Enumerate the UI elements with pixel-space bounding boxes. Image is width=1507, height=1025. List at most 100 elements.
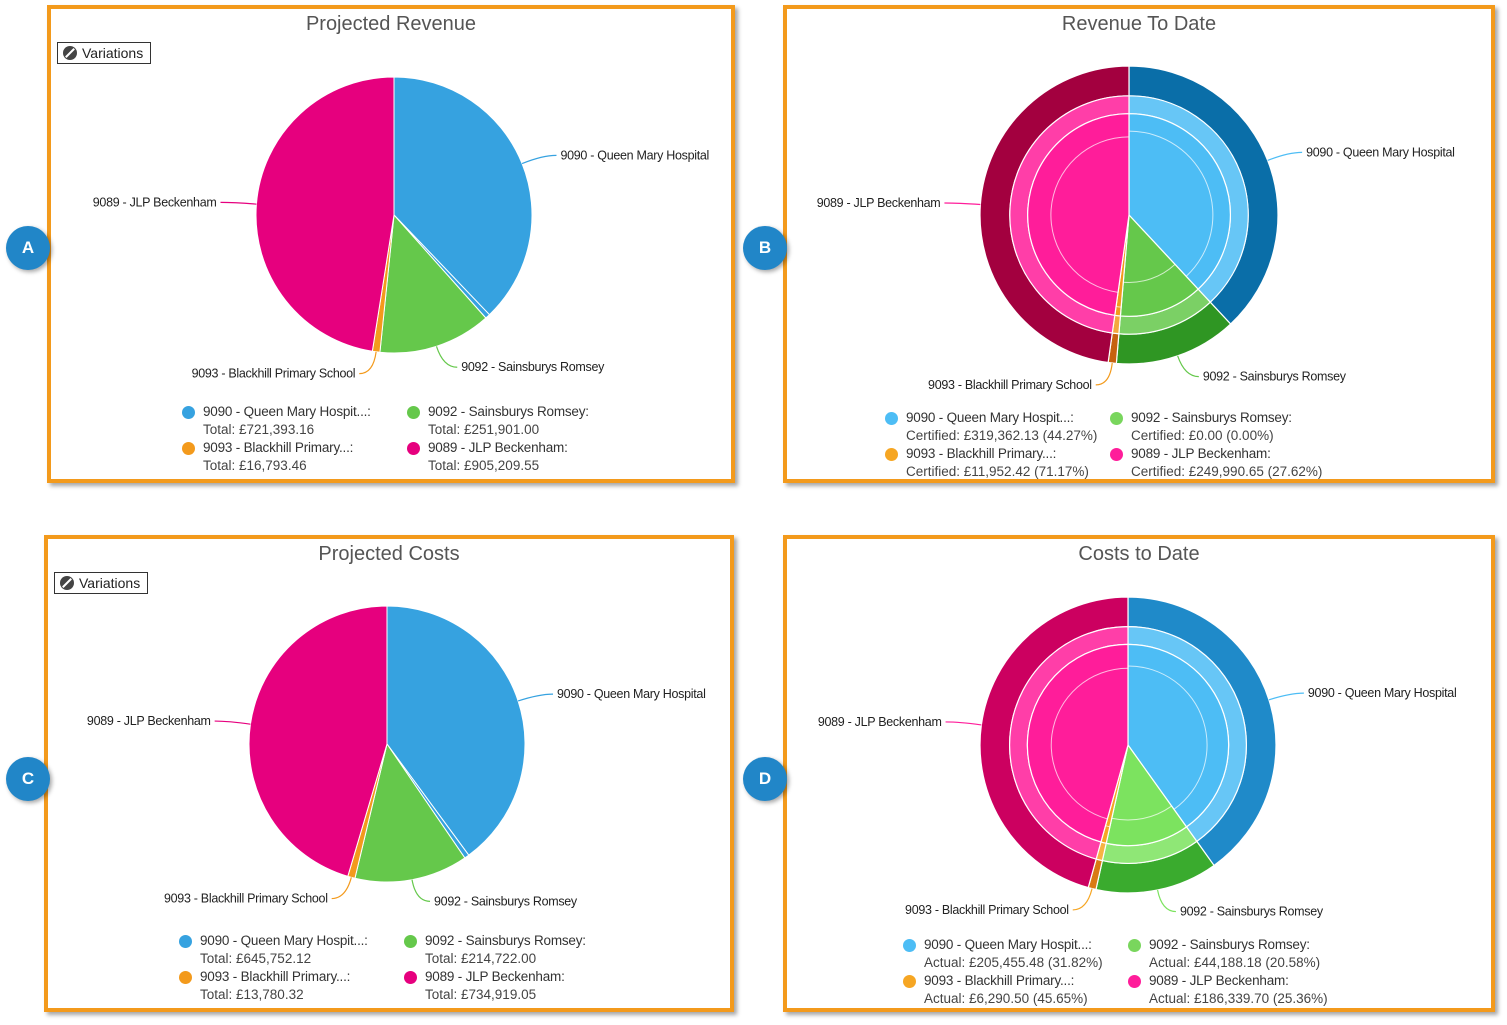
label-connector-9093-blackhill-primary-school — [331, 877, 352, 900]
projected-revenue-panel: Projected Revenue Variations 9090 - Quee… — [47, 5, 735, 483]
data-label-9089-jlp-beckenham: 9089 - JLP Beckenham — [818, 715, 942, 729]
variations-button[interactable]: Variations — [54, 572, 148, 594]
inner-slice-9089-jlp-beckenham[interactable] — [1027, 113, 1130, 316]
data-label-9092-sainsburys-romsey: 9092 - Sainsburys Romsey — [1203, 370, 1347, 384]
legend-dot — [1110, 448, 1123, 461]
chart-title: Projected Costs — [318, 543, 460, 565]
inner-slice-9089-jlp-beckenham[interactable] — [1026, 643, 1129, 843]
data-label-9093-blackhill-primary-school: 9093 - Blackhill Primary School — [192, 367, 356, 381]
legend-value: Certified: £0.00 (0.00%) — [1131, 428, 1274, 443]
legend-value: Certified: £249,990.65 (27.62%) — [1131, 464, 1323, 479]
data-label-9089-jlp-beckenham: 9089 - JLP Beckenham — [87, 714, 211, 728]
data-label-9090-queen-mary-hospital: 9090 - Queen Mary Hospital — [560, 148, 709, 162]
data-label-9090-queen-mary-hospital: 9090 - Queen Mary Hospital — [1308, 686, 1457, 700]
variations-label: Variations — [82, 45, 144, 61]
pie-chart: 9090 - Queen Mary Hospital 9092 - Sainsbu… — [87, 605, 706, 908]
inner-slice-9092-sainsburys-romsey[interactable] — [1119, 213, 1199, 317]
label-connector-9089-jlp-beckenham — [220, 201, 257, 205]
data-label-9090-queen-mary-hospital: 9090 - Queen Mary Hospital — [1306, 145, 1455, 159]
panel-badge-c: C — [6, 757, 50, 801]
legend-dot — [404, 935, 417, 948]
nested-pie-chart: 9090 - Queen Mary Hospital 9092 - Sainsbu… — [817, 65, 1455, 392]
revenue-to-date-panel: Revenue To Date 9090 - Queen Mary Hospit… — [783, 5, 1495, 483]
legend-value: Actual: £6,290.50 (45.65%) — [924, 991, 1088, 1006]
legend-name: 9090 - Queen Mary Hospit...: — [200, 933, 368, 948]
label-connector-9092-sainsburys-romsey — [411, 879, 431, 902]
legend-name: 9092 - Sainsburys Romsey: — [428, 404, 589, 419]
label-connector-9089-jlp-beckenham — [214, 720, 251, 725]
legend-name: 9092 - Sainsburys Romsey: — [1131, 410, 1292, 425]
variations-icon — [60, 576, 74, 590]
pie-slice-9092-sainsburys-romsey[interactable] — [379, 213, 487, 354]
inner-slice-9090-queen-mary-hospital[interactable] — [1127, 643, 1230, 828]
label-connector-9093-blackhill-primary-school — [1095, 362, 1113, 386]
legend-dot — [404, 971, 417, 984]
legend-name: 9093 - Blackhill Primary...: — [924, 973, 1075, 988]
legend-dot — [885, 448, 898, 461]
pie-slice-9089-jlp-beckenham[interactable] — [255, 76, 395, 352]
legend-value: Total: £13,780.32 — [200, 987, 304, 1002]
label-connector-9090-queen-mary-hospital — [1268, 692, 1304, 701]
legend-name: 9089 - JLP Beckenham: — [1131, 446, 1271, 461]
legend-name: 9093 - Blackhill Primary...: — [203, 440, 354, 455]
panel-badge-b: B — [743, 226, 787, 270]
legend-name: 9092 - Sainsburys Romsey: — [425, 933, 586, 948]
legend-name: 9089 - JLP Beckenham: — [428, 440, 568, 455]
panel-badge-d: D — [743, 757, 787, 801]
legend-dot — [885, 412, 898, 425]
progress-ring-9093-blackhill-primary-school — [1105, 825, 1110, 828]
progress-ring-9093-blackhill-primary-school — [1115, 306, 1122, 308]
label-connector-9089-jlp-beckenham — [945, 721, 982, 726]
legend-value: Total: £16,793.46 — [203, 458, 307, 473]
legend-dot — [1110, 412, 1123, 425]
nested-pie-chart: 9090 - Queen Mary Hospital 9092 - Sainsbu… — [818, 596, 1457, 919]
legend-dot — [407, 406, 420, 419]
data-label-9090-queen-mary-hospital: 9090 - Queen Mary Hospital — [557, 687, 706, 701]
legend-name: 9089 - JLP Beckenham: — [1149, 973, 1289, 988]
variations-icon — [63, 46, 77, 60]
data-label-9093-blackhill-primary-school: 9093 - Blackhill Primary School — [905, 903, 1069, 917]
legend-dot — [903, 975, 916, 988]
legend-name: 9093 - Blackhill Primary...: — [200, 969, 351, 984]
legend-value: Total: £721,393.16 — [203, 422, 315, 437]
data-label-9092-sainsburys-romsey: 9092 - Sainsburys Romsey — [434, 894, 578, 908]
legend-name: 9093 - Blackhill Primary...: — [906, 446, 1057, 461]
legend-dot — [179, 935, 192, 948]
label-connector-9092-sainsburys-romsey — [435, 346, 458, 368]
progress-ring-9092-sainsburys-romsey — [1111, 805, 1172, 821]
chart-title: Revenue To Date — [1061, 13, 1217, 35]
inner-slice-9090-queen-mary-hospital[interactable] — [1128, 113, 1231, 290]
progress-ring-9092-sainsburys-romsey — [1123, 263, 1176, 283]
legend-name: 9090 - Queen Mary Hospit...: — [203, 404, 371, 419]
legend-dot — [182, 442, 195, 455]
legend-dot — [182, 406, 195, 419]
label-connector-9089-jlp-beckenham — [944, 202, 981, 206]
chart-title: Projected Revenue — [305, 13, 477, 35]
data-label-9093-blackhill-primary-school: 9093 - Blackhill Primary School — [164, 892, 328, 906]
variations-label: Variations — [79, 575, 141, 591]
data-label-9089-jlp-beckenham: 9089 - JLP Beckenham — [93, 195, 217, 209]
legend-name: 9090 - Queen Mary Hospit...: — [924, 937, 1092, 952]
legend-value: Total: £734,919.05 — [425, 987, 537, 1002]
pie-chart: 9090 - Queen Mary Hospital 9092 - Sainsbu… — [93, 76, 709, 381]
legend-dot — [1128, 975, 1141, 988]
legend-dot — [1128, 939, 1141, 952]
legend-value: Total: £905,209.55 — [428, 458, 540, 473]
label-connector-9090-queen-mary-hospital — [521, 154, 557, 165]
panel-badge-a: A — [6, 226, 50, 270]
legend-dot — [407, 442, 420, 455]
data-label-9089-jlp-beckenham: 9089 - JLP Beckenham — [817, 196, 941, 210]
pie-slice-9089-jlp-beckenham[interactable] — [248, 605, 388, 877]
projected-costs-panel: Projected Costs Variations 9090 - Queen … — [44, 535, 734, 1012]
label-connector-9090-queen-mary-hospital — [1267, 151, 1303, 161]
data-label-9092-sainsburys-romsey: 9092 - Sainsburys Romsey — [1180, 905, 1324, 919]
legend-value: Certified: £319,362.13 (44.27%) — [906, 428, 1098, 443]
legend-dot — [903, 939, 916, 952]
legend-value: Certified: £11,952.42 (71.17%) — [906, 464, 1089, 479]
legend-value: Actual: £44,188.18 (20.58%) — [1149, 955, 1321, 970]
legend-value: Total: £214,722.00 — [425, 951, 537, 966]
label-connector-9093-blackhill-primary-school — [359, 351, 377, 375]
label-connector-9092-sainsburys-romsey — [1156, 889, 1176, 913]
legend-name: 9089 - JLP Beckenham: — [425, 969, 565, 984]
variations-button[interactable]: Variations — [57, 42, 151, 64]
